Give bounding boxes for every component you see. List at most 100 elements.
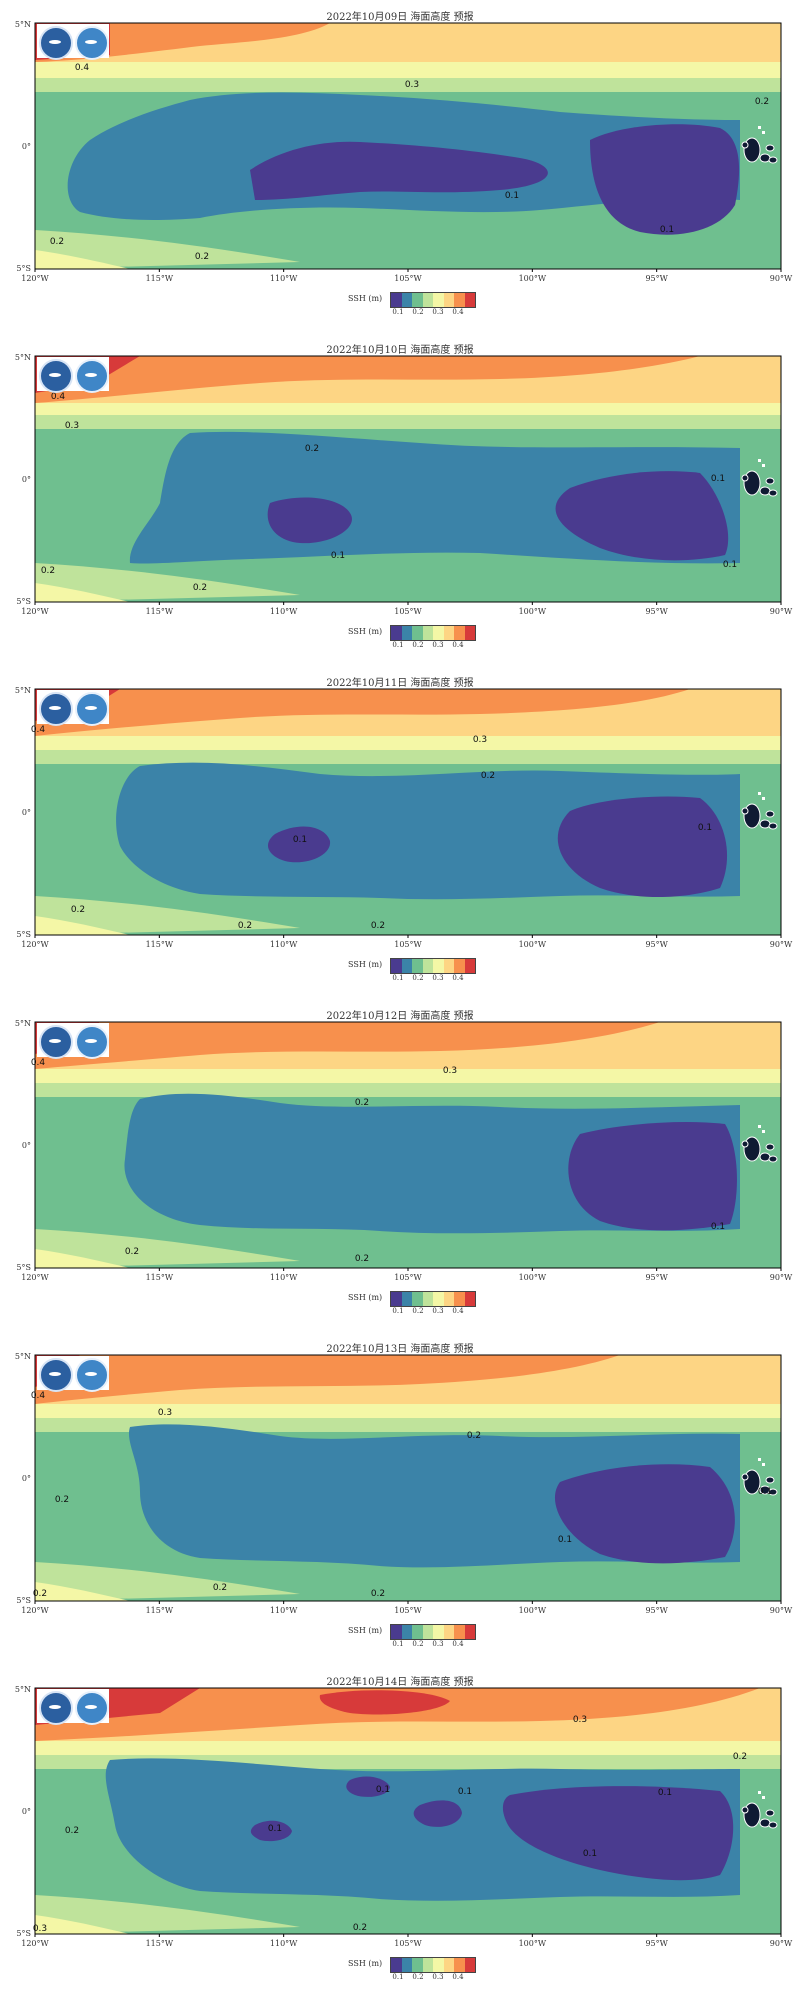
ssh-contour-region: [35, 1022, 660, 1069]
contour-label: 0.2: [71, 905, 85, 915]
contour-label: 0.1: [660, 225, 674, 235]
ssh-band: [35, 1083, 781, 1097]
colorbar-swatch: [433, 293, 444, 307]
island-shape: [765, 1476, 775, 1484]
island-shape: [743, 803, 761, 829]
panel-title: 2022年10月12日 海面高度 预报: [326, 1011, 474, 1022]
longitude-label: 110°W: [270, 274, 298, 283]
ssh-field: [35, 1688, 781, 1934]
island-shape: [758, 1125, 761, 1128]
island-shape: [762, 1130, 765, 1133]
colorbar-swatch: [401, 959, 412, 973]
colorbar-swatch: [464, 1625, 475, 1639]
longitude-label: 120°W: [21, 940, 49, 949]
latitude-label: 0°: [22, 808, 31, 817]
colorbar-tick-label: 0.1: [392, 641, 404, 649]
island-shape: [765, 1809, 775, 1817]
island-shape: [762, 1796, 765, 1799]
ssh-map: 0.4 0.3 0.2 0.2 0.1 0.1 0.2 0.2 0.2 5°N 0° 5°S120°W…: [15, 1352, 793, 1615]
colorbar: SSH (m) 0.1 0.2 0.3 0.4: [348, 625, 478, 655]
longitude-label: 120°W: [21, 1939, 49, 1948]
colorbar-swatch: [422, 1958, 433, 1972]
contour-label: 0.1: [711, 1222, 725, 1232]
colorbar-swatch: [391, 626, 402, 640]
ssh-contour-region: [267, 497, 352, 544]
forecast-center-logo: [75, 1358, 109, 1392]
contour-label: 0.1: [698, 823, 712, 833]
latitude-label: 5°N: [15, 1685, 31, 1694]
colorbar: SSH (m) 0.1 0.2 0.3 0.4: [348, 292, 478, 322]
contour-label: 0.1: [583, 1849, 597, 1859]
island-shape: [758, 792, 761, 795]
island-shape: [768, 1821, 778, 1829]
colorbar-tick-label: 0.4: [452, 1973, 464, 1981]
colorbar-tick-label: 0.3: [432, 308, 444, 316]
ssh-band: [35, 403, 781, 415]
island-shape: [768, 822, 778, 830]
longitude-label: 90°W: [770, 274, 793, 283]
colorbar-swatch: [454, 1292, 465, 1306]
colorbar-tick-label: 0.2: [412, 1640, 424, 1648]
contour-label: 0.2: [193, 583, 207, 593]
island-shape: [765, 144, 775, 152]
ssh-band: [35, 1582, 130, 1601]
contour-label: 0.1: [658, 1788, 672, 1798]
colorbar-swatch: [412, 626, 423, 640]
longitude-label: 100°W: [519, 940, 547, 949]
contour-label: 0.2: [353, 1923, 367, 1933]
colorbar: SSH (m) 0.1 0.2 0.3 0.4: [348, 1291, 478, 1321]
colorbar-label: SSH (m): [348, 294, 383, 303]
contour-label: 0.2: [50, 237, 64, 247]
island-shape: [759, 153, 771, 163]
ssh-band: [35, 62, 781, 78]
ssh-band: [35, 1741, 781, 1755]
colorbar-swatch: [464, 626, 475, 640]
panel-title: 2022年10月10日 海面高度 预报: [326, 345, 474, 356]
galapagos-islands: [741, 1458, 778, 1496]
forecast-panel: 2022年10月10日 海面高度 预报 0.4 0.3 0.2 0.1 0.1 0.1 0.2…: [0, 333, 800, 666]
longitude-label: 95°W: [645, 607, 668, 616]
colorbar-swatch: [422, 959, 433, 973]
galapagos-islands: [741, 459, 778, 497]
longitude-label: 100°W: [519, 607, 547, 616]
colorbar-swatch: [401, 1292, 412, 1306]
ssh-band: [35, 1249, 130, 1268]
colorbar-swatch: [412, 293, 423, 307]
island-shape: [768, 489, 778, 497]
ssh-contour-region: [557, 796, 728, 898]
ssh-band: [35, 1915, 130, 1934]
contour-label: 0.4: [31, 1058, 46, 1068]
contour-label: 0.2: [467, 1431, 481, 1441]
ssh-band: [35, 1229, 300, 1268]
colorbar-swatch: [454, 1625, 465, 1639]
colorbar-swatch: [412, 959, 423, 973]
latitude-label: 5°S: [16, 1929, 31, 1938]
colorbar-swatch: [391, 1625, 402, 1639]
contour-label: 0.2: [355, 1098, 369, 1108]
latitude-label: 0°: [22, 1807, 31, 1816]
colorbar-tick-label: 0.1: [392, 974, 404, 982]
contour-label: 0.2: [213, 1583, 227, 1593]
ssh-contour-region: [35, 1688, 760, 1741]
contour-label: 0.2: [755, 97, 769, 107]
longitude-label: 110°W: [270, 1606, 298, 1615]
contour-label: 0.2: [733, 1752, 747, 1762]
colorbar-ticks: 0.1 0.2 0.3 0.4: [390, 1973, 474, 1983]
island-shape: [759, 1152, 771, 1162]
ssh-contour-region: [267, 826, 331, 863]
contour-label: 0.2: [195, 252, 209, 262]
colorbar-swatch: [433, 1625, 444, 1639]
colorbar-tick-label: 0.4: [452, 974, 464, 982]
longitude-label: 95°W: [645, 1939, 668, 1948]
contour-label: 0.2: [481, 771, 495, 781]
colorbar-ticks: 0.1 0.2 0.3 0.4: [390, 641, 474, 651]
galapagos-islands: [741, 1791, 778, 1829]
colorbar-ticks: 0.1 0.2 0.3 0.4: [390, 1307, 474, 1317]
colorbar-gradient: [390, 958, 476, 974]
ssh-contour-region: [555, 471, 729, 561]
institution-logo: [39, 1025, 73, 1059]
logo-box: [37, 1023, 109, 1059]
island-shape: [743, 137, 761, 163]
